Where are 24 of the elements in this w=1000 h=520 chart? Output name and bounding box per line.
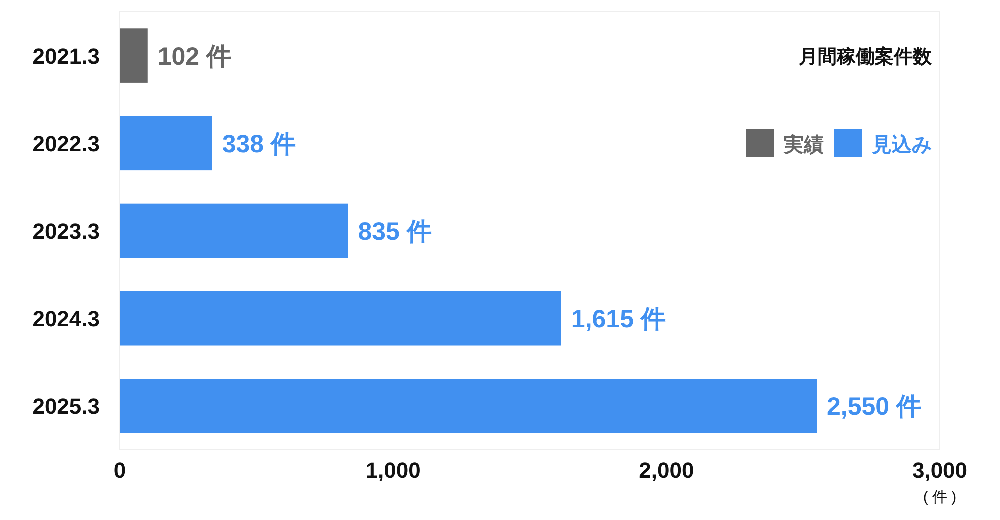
legend-label: 見込み	[871, 133, 932, 156]
y-tick-label: 2023.3	[32, 219, 100, 244]
x-tick-label: 0	[114, 458, 126, 483]
bar	[120, 116, 212, 171]
data-label: 2,550 件	[827, 393, 922, 422]
y-tick-label: 2025.3	[32, 394, 100, 420]
bar	[120, 204, 348, 258]
y-tick-label: 2024.3	[32, 306, 100, 332]
x-axis-title: ( 件 )	[923, 489, 957, 506]
text: 月間稼働案件数	[798, 46, 933, 68]
bar	[120, 28, 148, 83]
y-tick-label: 2022.3	[32, 131, 100, 156]
legend-label: 実績	[783, 133, 824, 156]
bar	[120, 291, 562, 346]
x-tick-label: 3,000	[912, 458, 968, 483]
data-label: 835 件	[358, 218, 432, 246]
y-tick-label: 2021.3	[32, 44, 100, 69]
bar	[120, 379, 817, 434]
x-tick-label: 1,000	[366, 458, 421, 483]
x-tick-label: 2,000	[639, 458, 694, 483]
data-label: 338 件	[222, 130, 296, 158]
data-label: 1,615 件	[571, 306, 666, 334]
data-label: 102 件	[158, 42, 232, 71]
実績: 102 件	[120, 28, 232, 83]
